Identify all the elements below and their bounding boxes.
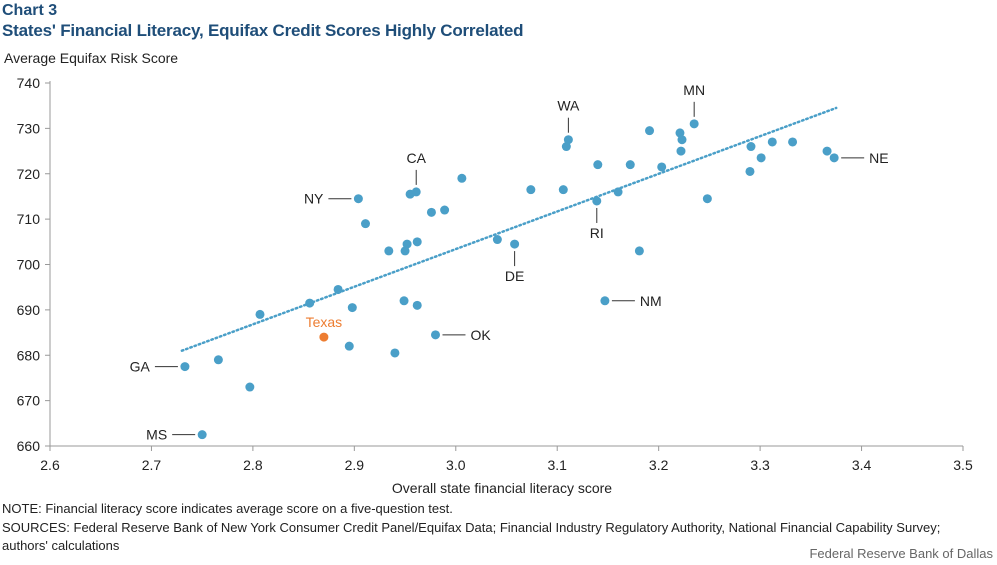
data-points — [180, 119, 839, 440]
data-point — [384, 246, 394, 256]
y-axis-label: Average Equifax Risk Score — [4, 50, 179, 66]
data-point — [412, 237, 422, 247]
data-point — [430, 330, 440, 340]
point-labels: GA MS NY CA OK DE WA RI NM MN NE Texas — [130, 82, 889, 443]
data-point — [344, 341, 354, 351]
data-point — [412, 300, 422, 310]
x-tick-label: 3.2 — [649, 457, 669, 473]
data-point — [400, 246, 410, 256]
point-label-texas: Texas — [306, 314, 343, 330]
trendline — [180, 106, 838, 352]
data-point — [677, 135, 687, 145]
x-tick-label: 3.5 — [953, 457, 973, 473]
point-label-ny: NY — [304, 191, 324, 207]
point-label-ok: OK — [470, 327, 491, 343]
data-point — [402, 239, 412, 249]
data-point — [457, 173, 467, 183]
x-tick-label: 3.1 — [547, 457, 567, 473]
x-tick-label: 2.6 — [40, 457, 60, 473]
data-point — [767, 137, 777, 147]
data-point — [390, 348, 400, 358]
data-point — [702, 194, 712, 204]
data-point — [561, 142, 571, 152]
y-tick-label: 710 — [17, 211, 41, 227]
data-point — [592, 196, 602, 206]
point-label-nm: NM — [640, 293, 662, 309]
data-point — [426, 207, 436, 217]
axes: 660 670 680 690 700 710 720 730 740 2.6 2.7 2.8 2.9 3… — [17, 75, 973, 473]
data-point — [756, 153, 766, 163]
x-tick-label: 3.3 — [750, 457, 770, 473]
data-point — [411, 187, 421, 197]
y-tick-label: 740 — [17, 75, 41, 91]
data-point — [675, 128, 685, 138]
point-label-ca: CA — [406, 150, 426, 166]
x-tick-label: 2.9 — [345, 457, 365, 473]
data-point — [399, 296, 409, 306]
data-point — [245, 382, 255, 392]
data-point — [657, 162, 667, 172]
data-point — [305, 298, 315, 308]
point-label-ri: RI — [590, 225, 604, 241]
point-label-ga: GA — [130, 359, 151, 375]
data-point — [613, 187, 623, 197]
point-label-ms: MS — [146, 427, 167, 443]
y-tick-label: 680 — [17, 347, 41, 363]
data-point — [255, 309, 265, 319]
data-point — [600, 296, 610, 306]
y-tick-label: 720 — [17, 166, 41, 182]
data-point — [526, 185, 536, 195]
data-point — [829, 153, 839, 163]
data-point — [689, 119, 699, 129]
trendline-group — [180, 106, 838, 352]
y-tick-label: 700 — [17, 257, 41, 273]
data-point — [558, 185, 568, 195]
data-point — [353, 194, 363, 204]
point-label-ne: NE — [869, 150, 888, 166]
data-point — [563, 135, 573, 145]
y-tick-label: 670 — [17, 393, 41, 409]
point-label-mn: MN — [683, 82, 705, 98]
y-tick-label: 690 — [17, 302, 41, 318]
y-tick-label: 730 — [17, 120, 41, 136]
data-point — [510, 239, 520, 249]
data-point — [746, 142, 756, 152]
point-label-de: DE — [505, 268, 524, 284]
data-point — [440, 205, 450, 215]
chart-sources: SOURCES: Federal Reserve Bank of New Yor… — [2, 520, 941, 553]
x-tick-label: 3.0 — [446, 457, 466, 473]
data-point — [492, 235, 502, 245]
chart-number: Chart 3 — [2, 2, 58, 19]
data-point — [333, 284, 343, 294]
chart-note: NOTE: Financial literacy score indicates… — [2, 501, 453, 516]
data-point — [645, 126, 655, 136]
x-tick-label: 3.4 — [852, 457, 872, 473]
x-tick-label: 2.8 — [243, 457, 263, 473]
data-point — [625, 160, 635, 170]
chart-credit: Federal Reserve Bank of Dallas — [809, 546, 993, 561]
chart-title: States' Financial Literacy, Equifax Cred… — [2, 21, 524, 40]
x-tick-label: 2.7 — [142, 457, 162, 473]
data-point — [197, 430, 207, 440]
y-tick-label: 660 — [17, 438, 41, 454]
data-point — [745, 166, 755, 176]
data-point — [634, 246, 644, 256]
data-point — [676, 146, 686, 156]
data-point — [822, 146, 832, 156]
x-axis-label: Overall state financial literacy score — [392, 480, 612, 496]
point-label-wa: WA — [557, 98, 580, 114]
data-point — [788, 137, 798, 147]
data-point-texas — [319, 332, 329, 342]
data-point — [360, 219, 370, 229]
data-point — [180, 362, 190, 372]
data-point — [347, 303, 357, 313]
data-point — [593, 160, 603, 170]
data-point — [213, 355, 223, 365]
